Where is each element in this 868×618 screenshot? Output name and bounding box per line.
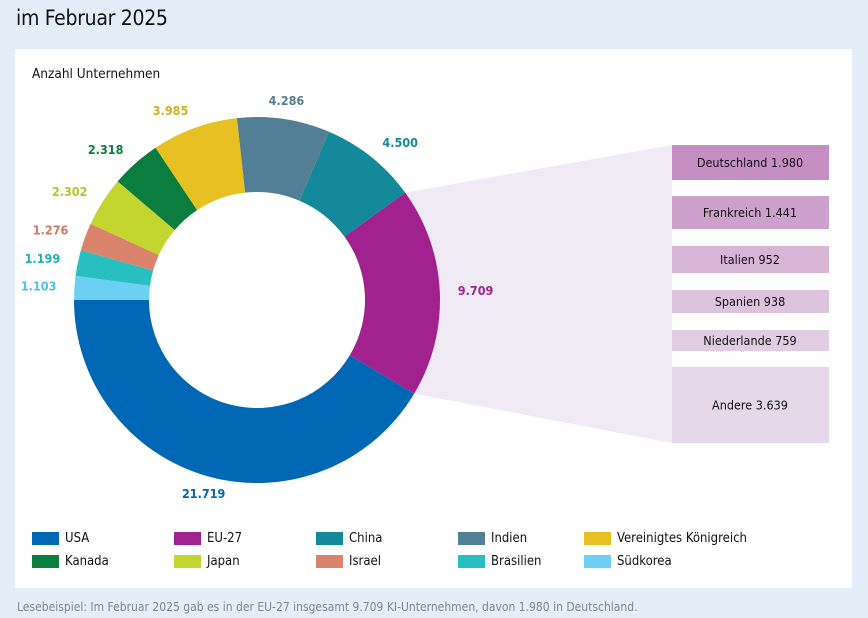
- data-label-brasilien: 1.199: [25, 251, 61, 266]
- legend: USA EU-27 China Indien Vereinigtes Königreic…: [32, 531, 784, 569]
- breakdown-label-italien: Italien 952: [720, 252, 780, 267]
- legend-label: USA: [65, 531, 90, 546]
- slice-kanada: [117, 147, 198, 231]
- legend-item-kanada: Kanada: [32, 554, 174, 569]
- slice-vereinigtes-koenigreich: [155, 118, 246, 211]
- legend-swatch: [584, 555, 611, 568]
- legend-label: Kanada: [65, 554, 109, 569]
- breakdown-box-andere: [672, 367, 829, 443]
- legend-label: China: [349, 531, 383, 546]
- slice-suedkorea: [74, 275, 150, 300]
- data-label-suedkorea: 1.103: [21, 279, 57, 294]
- data-label-usa: 21.719: [182, 486, 226, 501]
- legend-swatch: [316, 532, 343, 545]
- legend-swatch: [316, 555, 343, 568]
- legend-label: Südkorea: [617, 554, 672, 569]
- legend-swatch: [174, 555, 201, 568]
- breakdown-box-spanien: [672, 290, 829, 313]
- legend-swatch: [174, 532, 201, 545]
- data-label-kanada: 2.318: [88, 142, 124, 157]
- legend-label: Japan: [207, 554, 240, 569]
- slice-china: [299, 131, 406, 237]
- slice-eu-27: [344, 192, 440, 394]
- legend-label: Indien: [491, 531, 528, 546]
- breakdown-label-frankreich: Frankreich 1.441: [703, 205, 797, 220]
- data-label-indien: 4.286: [269, 93, 305, 108]
- legend-label: Vereinigtes Königreich: [617, 531, 747, 546]
- breakdown-box-niederlande: [672, 330, 829, 351]
- legend-item-indien: Indien: [458, 531, 584, 546]
- legend-label: EU-27: [207, 531, 243, 546]
- slice-usa: [74, 300, 415, 483]
- breakdown-label-deutschland: Deutschland 1.980: [697, 155, 803, 170]
- slice-japan: [90, 181, 175, 256]
- legend-item-vereinigtes-koenigreich: Vereinigtes Königreich: [584, 531, 784, 546]
- chart-title: im Februar 2025: [16, 6, 168, 30]
- legend-item-brasilien: Brasilien: [458, 554, 584, 569]
- breakdown-connector: [405, 145, 672, 443]
- legend-swatch: [584, 532, 611, 545]
- breakdown-box-italien: [672, 246, 829, 273]
- footnote: Lesebeispiel: Im Februar 2025 gab es in …: [17, 600, 638, 614]
- breakdown-label-spanien: Spanien 938: [715, 294, 786, 309]
- legend-swatch: [32, 532, 59, 545]
- legend-item-china: China: [316, 531, 458, 546]
- data-label-eu-27: 9.709: [458, 283, 494, 298]
- legend-swatch: [458, 555, 485, 568]
- breakdown-box-deutschland: [672, 145, 829, 180]
- slice-indien: [236, 116, 329, 201]
- data-label-israel: 1.276: [33, 223, 69, 238]
- legend-label: Brasilien: [491, 554, 542, 569]
- legend-item-israel: Israel: [316, 554, 458, 569]
- data-label-vereinigtes-koenigreich: 3.985: [153, 103, 189, 118]
- legend-swatch: [32, 555, 59, 568]
- slice-brasilien: [75, 250, 154, 286]
- legend-item-suedkorea: Südkorea: [584, 554, 784, 569]
- legend-item-japan: Japan: [174, 554, 316, 569]
- slice-israel: [80, 223, 159, 271]
- data-label-japan: 2.302: [52, 184, 88, 199]
- legend-item-eu-27: EU-27: [174, 531, 316, 546]
- data-label-china: 4.500: [382, 135, 418, 150]
- breakdown-label-niederlande: Niederlande 759: [703, 333, 796, 348]
- legend-item-usa: USA: [32, 531, 174, 546]
- legend-label: Israel: [349, 554, 381, 569]
- breakdown-box-frankreich: [672, 196, 829, 229]
- breakdown-label-andere: Andere 3.639: [712, 398, 788, 413]
- y-axis-label: Anzahl Unternehmen: [32, 66, 161, 82]
- legend-swatch: [458, 532, 485, 545]
